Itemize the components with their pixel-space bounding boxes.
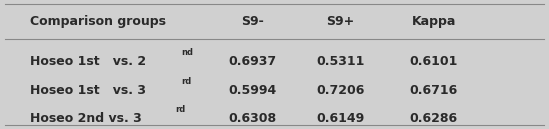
Text: S9-: S9- (241, 15, 264, 28)
Text: nd: nd (181, 48, 193, 57)
Text: 0.6937: 0.6937 (228, 55, 277, 68)
Text: 0.6101: 0.6101 (410, 55, 458, 68)
Text: 0.6716: 0.6716 (410, 84, 458, 97)
Text: 0.6286: 0.6286 (410, 112, 458, 125)
Text: rd: rd (181, 77, 191, 86)
Text: 0.6149: 0.6149 (316, 112, 365, 125)
Text: 0.6308: 0.6308 (228, 112, 277, 125)
Text: 0.7206: 0.7206 (316, 84, 365, 97)
Text: 0.5311: 0.5311 (316, 55, 365, 68)
Text: Hoseo 1st   vs. 3: Hoseo 1st vs. 3 (30, 84, 146, 97)
Text: Kappa: Kappa (412, 15, 456, 28)
Text: Hoseo 2nd vs. 3: Hoseo 2nd vs. 3 (30, 112, 142, 125)
Text: rd: rd (176, 105, 186, 114)
Text: 0.5994: 0.5994 (228, 84, 277, 97)
Text: S9+: S9+ (326, 15, 355, 28)
Text: Comparison groups: Comparison groups (30, 15, 166, 28)
Text: Hoseo 1st   vs. 2: Hoseo 1st vs. 2 (30, 55, 147, 68)
